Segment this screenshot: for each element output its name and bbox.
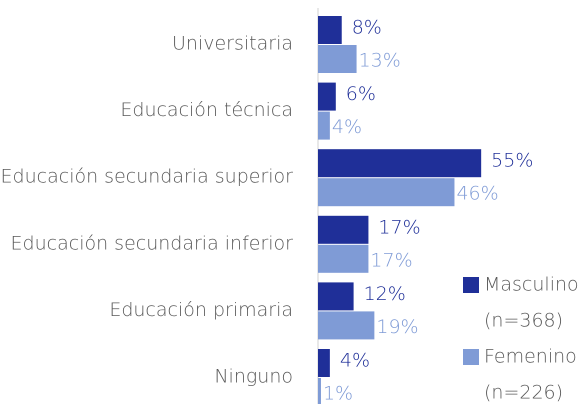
bar <box>318 215 369 244</box>
value-label: 55% <box>491 150 533 172</box>
value-label: 46% <box>456 183 498 205</box>
bar <box>318 16 342 44</box>
legend-label: Masculino <box>484 274 579 296</box>
bar <box>318 244 369 273</box>
value-label: 17% <box>378 216 420 238</box>
legend-note: (n=368) <box>484 310 563 332</box>
category-label: Educación secundaria superior <box>1 166 294 188</box>
bar <box>318 45 357 73</box>
category-label: Educación primaria <box>109 299 293 321</box>
bar <box>318 378 321 404</box>
bar <box>318 311 375 340</box>
category-label: Universitaria <box>172 33 293 55</box>
category-label: Educación técnica <box>120 99 293 121</box>
bar <box>318 178 455 207</box>
value-label: 4% <box>332 116 362 138</box>
value-label: 1% <box>323 383 353 404</box>
bar <box>318 149 482 178</box>
legend-note: (n=226) <box>484 382 563 404</box>
bar <box>318 349 330 377</box>
bar <box>318 111 330 140</box>
value-label: 19% <box>376 316 418 338</box>
value-label: 4% <box>340 350 370 372</box>
value-label: 13% <box>359 50 401 72</box>
value-label: 17% <box>370 249 412 271</box>
bar <box>318 282 354 311</box>
value-label: 6% <box>346 83 376 105</box>
value-label: 12% <box>364 283 406 305</box>
legend-label: Femenino <box>484 346 577 368</box>
value-label: 8% <box>352 17 382 39</box>
bar <box>318 82 336 111</box>
legend-swatch <box>463 349 479 365</box>
legend-swatch <box>463 277 479 293</box>
category-label: Ninguno <box>214 366 293 388</box>
category-label: Educación secundaria inferior <box>11 232 294 254</box>
